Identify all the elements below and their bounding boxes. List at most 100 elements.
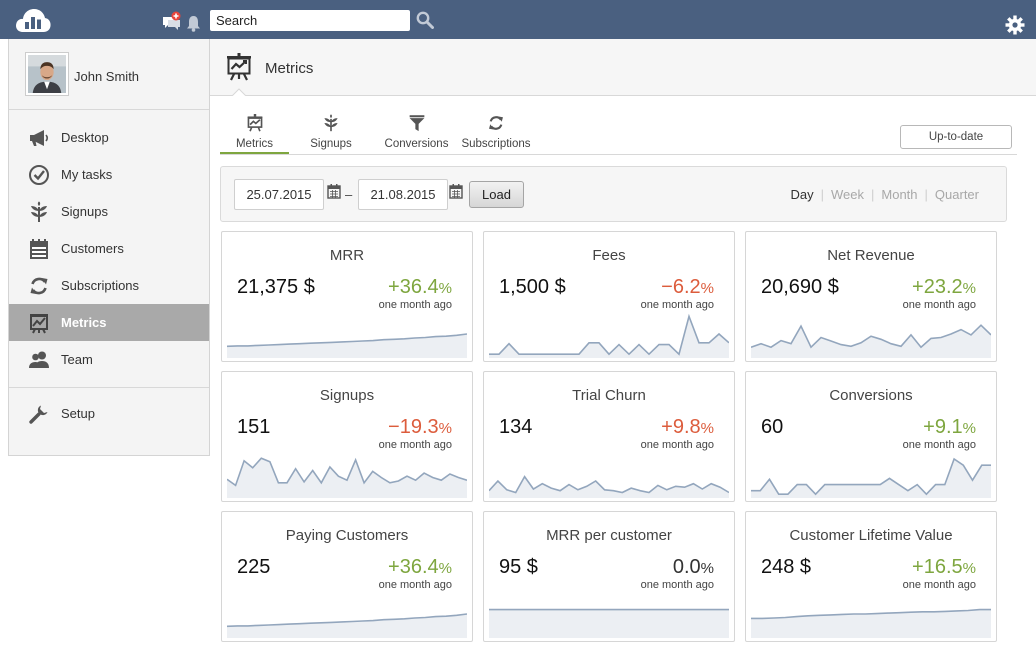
sidebar-item-setup[interactable]: Setup: [9, 395, 209, 432]
card-comparison-label: one month ago: [902, 439, 976, 451]
card-change: −6.2%: [661, 276, 714, 299]
bell-icon[interactable]: [186, 15, 201, 32]
sparkline-area: [227, 614, 467, 638]
sidebar-item-team[interactable]: Team: [9, 341, 209, 378]
metric-card-net-revenue[interactable]: Net Revenue 20,690 $ +23.2% one month ag…: [745, 231, 997, 362]
card-title: Customer Lifetime Value: [789, 527, 953, 544]
card-title: MRR per customer: [546, 527, 672, 544]
tab-label: Conversions: [384, 138, 449, 150]
sparkline-chart: [489, 313, 729, 358]
metric-card-customer-lifetime-value[interactable]: Customer Lifetime Value 248 $ +16.5% one…: [745, 511, 997, 642]
cloud-logo-icon[interactable]: [14, 6, 52, 34]
change-percent-sign: %: [700, 560, 714, 577]
change-number: −19.3: [388, 416, 439, 438]
sparkline-area: [227, 334, 467, 358]
card-comparison-label: one month ago: [902, 299, 976, 311]
chart-board-icon: [227, 53, 251, 81]
card-title: Conversions: [829, 387, 913, 404]
card-change: 0.0%: [673, 556, 714, 579]
metric-card-paying-customers[interactable]: Paying Customers 225 +36.4% one month ag…: [221, 511, 473, 642]
sidebar-item-desktop[interactable]: Desktop: [9, 119, 209, 156]
sprout-icon: [31, 201, 47, 222]
card-change: +36.4%: [388, 276, 452, 299]
metric-card-conversions[interactable]: Conversions 60 +9.1% one month ago: [745, 371, 997, 502]
calendar-icon[interactable]: [449, 184, 463, 199]
refresh-icon: [30, 277, 48, 295]
user-profile[interactable]: John Smith: [9, 39, 209, 110]
metric-card-signups[interactable]: Signups 151 −19.3% one month ago: [221, 371, 473, 502]
sidebar-nav: Desktop My tasks Signups: [9, 119, 209, 432]
sidebar-item-label: Metrics: [61, 315, 107, 330]
metric-card-trial-churn[interactable]: Trial Churn 134 +9.8% one month ago: [483, 371, 735, 502]
sidebar-divider: [9, 387, 209, 388]
period-switcher: Day | Week | Month | Quarter: [790, 187, 979, 202]
tab-metrics[interactable]: Metrics: [220, 112, 289, 155]
wrench-icon: [29, 405, 48, 424]
change-number: +16.5: [912, 556, 963, 578]
period-month[interactable]: Month: [881, 187, 918, 202]
tab-signups[interactable]: Signups: [305, 112, 357, 155]
change-percent-sign: %: [962, 280, 976, 297]
main-area: Metrics Metrics: [210, 39, 1036, 648]
card-value: 248 $: [761, 556, 812, 578]
change-percent-sign: %: [700, 420, 714, 437]
sidebar-item-label: Setup: [61, 406, 95, 421]
page-title: Metrics: [265, 60, 314, 77]
period-day[interactable]: Day: [790, 187, 814, 202]
calendar-icon[interactable]: [327, 184, 341, 199]
tab-subscriptions[interactable]: Subscriptions: [457, 112, 535, 155]
notifications-chat-icon[interactable]: [162, 11, 182, 31]
card-comparison-label: one month ago: [378, 299, 452, 311]
card-value: 95 $: [499, 556, 538, 578]
tabs-divider: [220, 154, 1017, 155]
search-icon[interactable]: [416, 11, 434, 29]
card-title: Signups: [319, 387, 375, 404]
card-value: 134: [499, 416, 533, 438]
user-name: John Smith: [74, 69, 140, 84]
metric-card-fees[interactable]: Fees 1,500 $ −6.2% one month ago: [483, 231, 735, 362]
avatar[interactable]: [25, 52, 69, 96]
sparkline-area: [751, 325, 991, 358]
card-change: +23.2%: [912, 276, 976, 299]
card-change: +9.8%: [661, 416, 714, 439]
sparkline-area: [489, 609, 729, 638]
card-title: Paying Customers: [285, 527, 409, 544]
sparkline-line: [227, 613, 467, 628]
card-value: 60: [761, 416, 784, 438]
change-number: +23.2: [912, 276, 963, 298]
sparkline-area: [489, 476, 729, 498]
date-from-field[interactable]: [234, 179, 324, 210]
sidebar-item-label: Signups: [61, 204, 108, 219]
date-to-field[interactable]: [358, 179, 448, 210]
card-value: 21,375 $: [237, 276, 315, 298]
period-separator: |: [924, 187, 928, 202]
sparkline-line: [227, 333, 467, 348]
sidebar-item-metrics[interactable]: Metrics: [9, 304, 209, 341]
card-comparison-label: one month ago: [640, 439, 714, 451]
sparkline-line: [751, 324, 991, 349]
period-quarter[interactable]: Quarter: [934, 187, 979, 202]
gear-icon[interactable]: [1005, 15, 1025, 35]
up-to-date-button[interactable]: Up-to-date: [900, 125, 1012, 149]
sparkline-chart: [751, 457, 991, 498]
sidebar-item-customers[interactable]: Customers: [9, 230, 209, 267]
load-button[interactable]: Load: [469, 181, 524, 208]
card-comparison-label: one month ago: [378, 439, 452, 451]
sidebar-item-subscriptions[interactable]: Subscriptions: [9, 267, 209, 304]
card-title: Fees: [592, 247, 626, 264]
sidebar-item-my-tasks[interactable]: My tasks: [9, 156, 209, 193]
chart-board-icon: [247, 114, 262, 132]
sidebar-item-label: Desktop: [61, 130, 109, 145]
card-change: +36.4%: [388, 556, 452, 579]
change-number: +9.8: [661, 416, 701, 438]
period-week[interactable]: Week: [831, 187, 864, 202]
tab-conversions[interactable]: Conversions: [379, 112, 454, 155]
tab-label: Subscriptions: [461, 138, 531, 150]
card-value: 151: [237, 416, 271, 438]
card-change: −19.3%: [388, 416, 452, 439]
sidebar-item-signups[interactable]: Signups: [9, 193, 209, 230]
metric-card-mrr[interactable]: MRR 21,375 $ +36.4% one month ago: [221, 231, 473, 362]
sparkline-line: [751, 457, 991, 496]
metric-card-mrr-per-customer[interactable]: MRR per customer 95 $ 0.0% one month ago: [483, 511, 735, 642]
search-input[interactable]: [210, 10, 410, 31]
